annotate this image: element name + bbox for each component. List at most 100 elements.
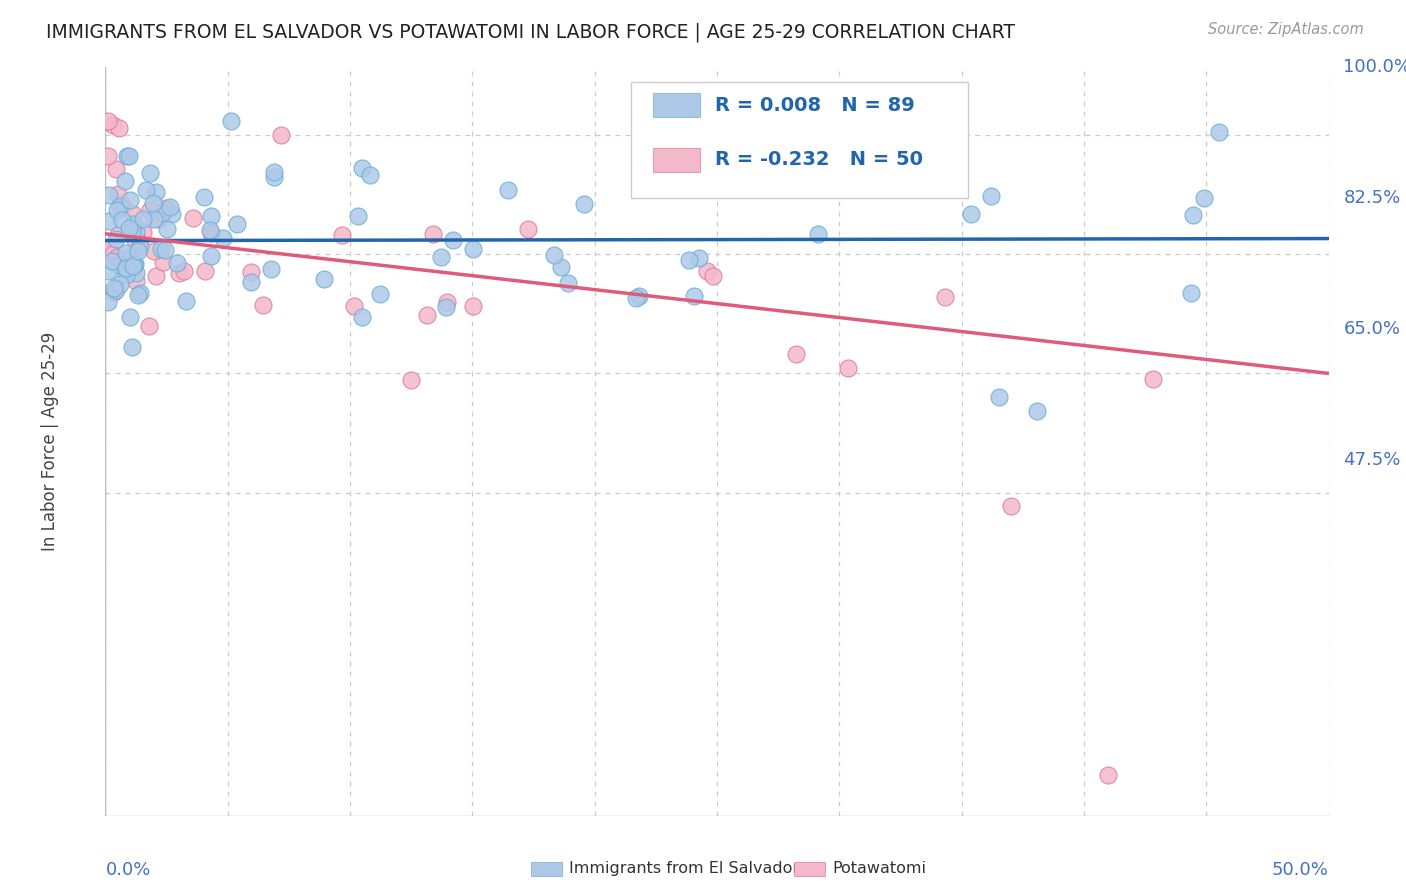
- Point: [97, 295, 120, 310]
- Point: [155, 221, 177, 235]
- Point: [127, 287, 149, 301]
- Point: [807, 227, 830, 241]
- Point: [696, 264, 718, 278]
- Point: [97, 240, 120, 254]
- Point: [122, 217, 145, 231]
- Point: [127, 244, 149, 259]
- Point: [980, 189, 1002, 203]
- Point: [415, 308, 437, 322]
- Point: [263, 165, 285, 179]
- Point: [359, 169, 381, 183]
- Text: 82.5%: 82.5%: [1343, 189, 1400, 207]
- Point: [252, 298, 274, 312]
- Point: [124, 234, 146, 248]
- Point: [557, 276, 579, 290]
- Point: [114, 260, 136, 275]
- Point: [105, 250, 128, 264]
- Point: [107, 187, 129, 202]
- Point: [1180, 285, 1202, 300]
- Point: [97, 263, 120, 277]
- Bar: [654, 93, 700, 117]
- Point: [441, 233, 464, 247]
- Point: [193, 190, 215, 204]
- Point: [624, 291, 647, 305]
- Point: [104, 232, 127, 246]
- Point: [1000, 500, 1022, 514]
- Point: [115, 149, 138, 163]
- Point: [145, 268, 167, 283]
- Point: [628, 289, 651, 303]
- Text: R = -0.232   N = 50: R = -0.232 N = 50: [714, 151, 922, 169]
- Point: [132, 212, 155, 227]
- Point: [543, 247, 565, 261]
- FancyBboxPatch shape: [631, 82, 967, 198]
- Point: [678, 252, 700, 267]
- Point: [135, 183, 157, 197]
- Point: [702, 269, 724, 284]
- Point: [107, 228, 129, 243]
- Point: [219, 114, 242, 128]
- Point: [152, 254, 174, 268]
- Point: [422, 227, 444, 241]
- Text: IMMIGRANTS FROM EL SALVADOR VS POTAWATOMI IN LABOR FORCE | AGE 25-29 CORRELATION: IMMIGRANTS FROM EL SALVADOR VS POTAWATOM…: [46, 22, 1015, 42]
- Point: [174, 294, 197, 309]
- Point: [105, 202, 128, 217]
- Point: [1142, 371, 1164, 385]
- Point: [837, 361, 859, 376]
- Point: [143, 212, 166, 227]
- Text: 47.5%: 47.5%: [1343, 451, 1400, 469]
- Point: [270, 128, 292, 142]
- Point: [128, 239, 150, 253]
- Point: [97, 114, 120, 128]
- Point: [112, 199, 135, 213]
- Point: [108, 121, 131, 136]
- Point: [368, 287, 391, 301]
- Point: [574, 197, 596, 211]
- Point: [115, 268, 138, 283]
- Point: [212, 231, 235, 245]
- Point: [683, 288, 706, 302]
- Point: [193, 264, 215, 278]
- Point: [198, 223, 221, 237]
- Point: [461, 242, 484, 256]
- Point: [128, 235, 150, 250]
- Point: [146, 211, 169, 226]
- Point: [343, 299, 366, 313]
- Point: [97, 245, 120, 260]
- Point: [122, 257, 145, 271]
- Point: [125, 225, 148, 239]
- Point: [159, 200, 181, 214]
- Point: [173, 263, 195, 277]
- Point: [100, 254, 122, 268]
- Point: [124, 257, 146, 271]
- Bar: [654, 148, 700, 172]
- Text: In Labor Force | Age 25-29: In Labor Force | Age 25-29: [41, 332, 59, 551]
- Point: [200, 249, 222, 263]
- Point: [350, 310, 373, 324]
- Point: [118, 220, 141, 235]
- Point: [436, 295, 458, 310]
- Point: [120, 251, 142, 265]
- Point: [132, 225, 155, 239]
- Point: [103, 285, 125, 299]
- Point: [350, 161, 373, 176]
- Point: [263, 170, 285, 185]
- Point: [226, 217, 249, 231]
- Point: [142, 195, 165, 210]
- Point: [160, 207, 183, 221]
- Point: [1182, 208, 1205, 222]
- Text: Source: ZipAtlas.com: Source: ZipAtlas.com: [1208, 22, 1364, 37]
- Point: [785, 347, 807, 361]
- Point: [121, 259, 143, 273]
- Point: [346, 209, 368, 223]
- Text: R = 0.008   N = 89: R = 0.008 N = 89: [714, 95, 914, 114]
- Point: [517, 221, 540, 235]
- Point: [166, 256, 188, 270]
- Point: [461, 299, 484, 313]
- Point: [430, 250, 453, 264]
- Point: [105, 283, 128, 297]
- Point: [118, 193, 141, 207]
- Point: [150, 242, 173, 256]
- Point: [121, 224, 143, 238]
- Text: 100.0%: 100.0%: [1343, 58, 1406, 76]
